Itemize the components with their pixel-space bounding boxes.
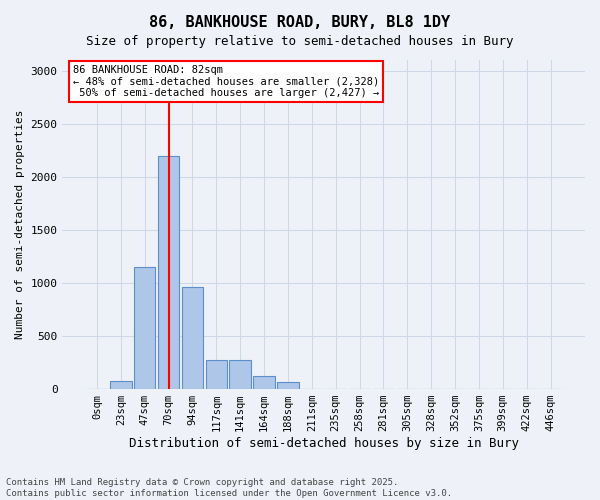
Y-axis label: Number of semi-detached properties: Number of semi-detached properties — [15, 110, 25, 340]
Text: Size of property relative to semi-detached houses in Bury: Size of property relative to semi-detach… — [86, 35, 514, 48]
X-axis label: Distribution of semi-detached houses by size in Bury: Distribution of semi-detached houses by … — [129, 437, 519, 450]
Text: 86, BANKHOUSE ROAD, BURY, BL8 1DY: 86, BANKHOUSE ROAD, BURY, BL8 1DY — [149, 15, 451, 30]
Bar — [277, 382, 299, 389]
Text: Contains HM Land Registry data © Crown copyright and database right 2025.
Contai: Contains HM Land Registry data © Crown c… — [6, 478, 452, 498]
Bar — [134, 267, 155, 389]
Bar — [182, 287, 203, 389]
Text: 86 BANKHOUSE ROAD: 82sqm
← 48% of semi-detached houses are smaller (2,328)
 50% : 86 BANKHOUSE ROAD: 82sqm ← 48% of semi-d… — [73, 65, 379, 98]
Bar — [110, 381, 131, 389]
Bar — [229, 360, 251, 389]
Bar — [206, 360, 227, 389]
Bar — [253, 376, 275, 389]
Bar — [158, 156, 179, 389]
